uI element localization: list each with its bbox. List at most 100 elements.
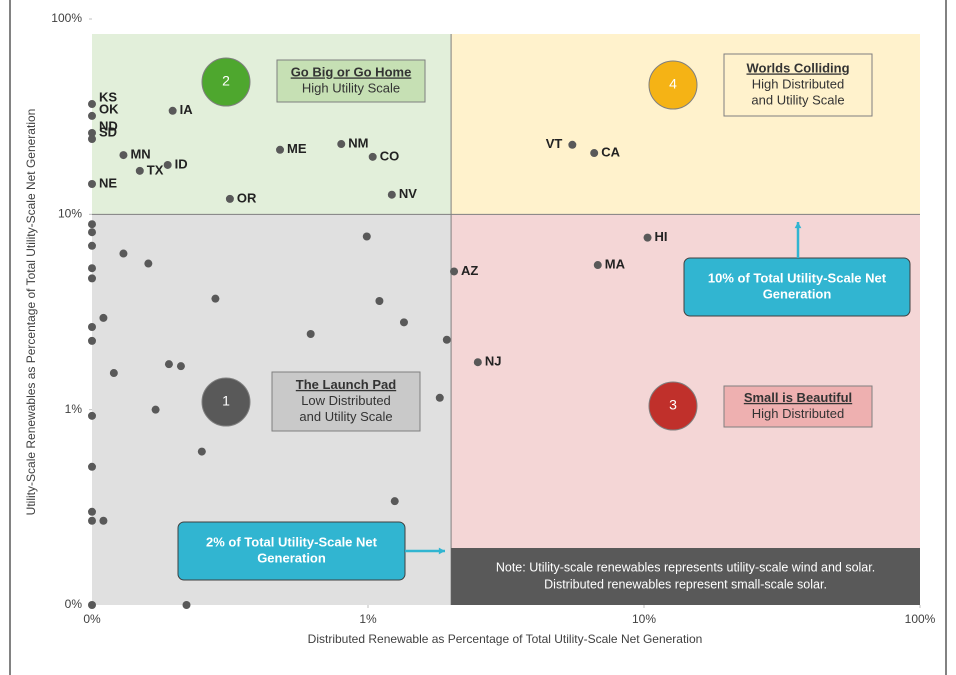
callout-text: Generation — [257, 550, 326, 565]
data-point — [88, 220, 96, 229]
data-point — [387, 190, 396, 199]
data-point — [88, 228, 96, 237]
data-point — [88, 241, 96, 250]
data-point — [119, 151, 128, 160]
x-tick-label: 0% — [83, 612, 101, 626]
data-point — [99, 313, 108, 322]
data-point — [88, 264, 96, 273]
quadrant-title: The Launch Pad — [296, 377, 396, 392]
data-point — [144, 259, 153, 268]
data-point — [88, 411, 96, 420]
note-text: Distributed renewables represent small-s… — [544, 577, 827, 591]
point-label: ID — [175, 156, 188, 171]
point-label: MN — [130, 147, 150, 162]
data-point — [368, 152, 377, 161]
data-point — [435, 393, 444, 402]
data-point — [399, 318, 408, 327]
data-point — [306, 329, 315, 338]
x-axis-label: Distributed Renewable as Percentage of T… — [308, 632, 703, 646]
data-point — [88, 274, 96, 283]
data-point — [225, 194, 234, 203]
data-point — [390, 497, 399, 506]
quadrant-text: and Utility Scale — [299, 409, 392, 424]
y-axis-label: Utility-Scale Renewables as Percentage o… — [24, 109, 38, 516]
point-label: ME — [287, 141, 307, 156]
point-label: NM — [348, 135, 368, 150]
quadrant-box — [276, 59, 426, 103]
point-label: VT — [546, 136, 563, 151]
quadrant-number: 3 — [669, 397, 677, 413]
point-label: ND — [99, 118, 118, 133]
data-point — [643, 233, 652, 242]
data-point — [182, 601, 191, 609]
quadrant-number: 4 — [669, 76, 677, 92]
data-point — [168, 106, 177, 115]
point-label: CO — [380, 148, 400, 163]
data-point — [88, 462, 96, 471]
data-point — [88, 100, 96, 109]
data-point — [590, 149, 599, 158]
point-label: IA — [180, 102, 194, 117]
data-point — [593, 261, 602, 270]
point-label: KS — [99, 89, 117, 104]
quadrant-badge — [201, 377, 251, 427]
quadrant-badge — [201, 57, 251, 107]
frame — [9, 0, 947, 675]
data-point — [163, 160, 172, 169]
callout-text: 2% of Total Utility-Scale Net — [206, 534, 378, 549]
data-point — [88, 601, 96, 609]
quadrant-title: Worlds Colliding — [746, 60, 849, 75]
data-point — [211, 294, 220, 303]
point-label: OK — [99, 101, 119, 116]
callout-text: Generation — [763, 286, 832, 301]
data-point — [88, 336, 96, 345]
arrow-head — [794, 222, 802, 229]
point-label: NV — [399, 186, 417, 201]
x-tick-label: 1% — [359, 612, 377, 626]
data-point — [473, 358, 482, 367]
quadrant-text: High Distributed — [752, 76, 845, 91]
data-point — [88, 507, 96, 516]
quadrant-text: Low Distributed — [301, 393, 391, 408]
data-point — [109, 369, 118, 378]
data-point — [99, 516, 108, 525]
y-tick-label: 10% — [58, 207, 82, 221]
quadrant-box — [723, 53, 873, 117]
data-point — [442, 335, 451, 344]
data-point — [164, 360, 173, 369]
data-point — [151, 405, 160, 414]
quadrant-box — [271, 371, 421, 432]
point-label: CA — [601, 144, 620, 159]
y-tick-label: 1% — [65, 402, 83, 416]
y-tick-label: 0% — [65, 597, 83, 611]
point-label: AZ — [461, 263, 478, 278]
data-point — [88, 135, 96, 144]
point-label: NJ — [485, 354, 502, 369]
data-point — [197, 447, 206, 456]
data-point — [375, 297, 384, 306]
x-tick-label: 10% — [632, 612, 656, 626]
quadrant-number: 1 — [222, 393, 230, 409]
point-label: TX — [147, 162, 164, 177]
note-text: Note: Utility-scale renewables represent… — [496, 560, 875, 574]
y-tick-label: 100% — [51, 11, 82, 25]
point-label: HI — [655, 229, 668, 244]
quadrant-text: High Utility Scale — [302, 80, 400, 95]
quadrant-title: Small is Beautiful — [744, 390, 852, 405]
quadrant-badge — [648, 381, 698, 431]
data-point — [337, 140, 346, 149]
data-point — [119, 249, 128, 258]
data-point — [176, 362, 185, 371]
data-point — [276, 145, 285, 154]
callout-text: 10% of Total Utility-Scale Net — [708, 270, 887, 285]
arrow-head — [438, 547, 445, 555]
point-label: SD — [99, 124, 117, 139]
data-point — [135, 166, 144, 175]
quadrant-title: Go Big or Go Home — [291, 64, 412, 79]
point-label: MA — [605, 256, 626, 271]
point-label: NE — [99, 175, 117, 190]
note-box — [451, 548, 920, 605]
quadrant-text: and Utility Scale — [751, 92, 844, 107]
data-point — [88, 516, 96, 525]
x-tick-label: 100% — [905, 612, 936, 626]
